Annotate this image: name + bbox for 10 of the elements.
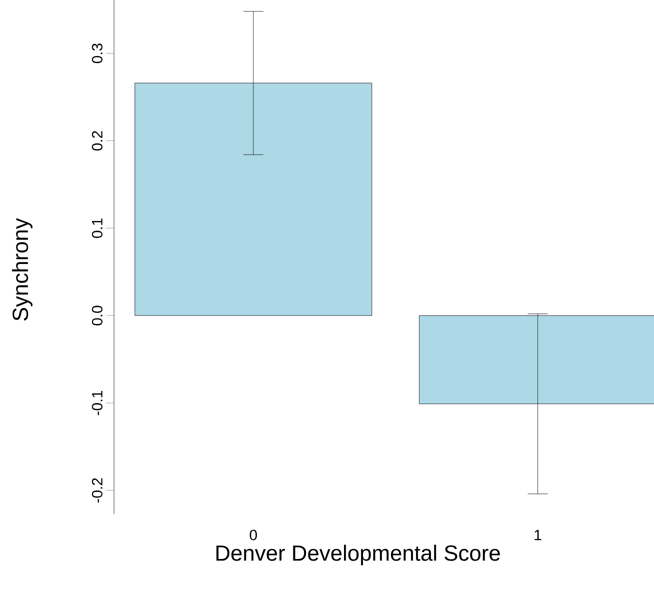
y-tick-label: 0.0 bbox=[92, 306, 102, 326]
y-axis-title: Synchrony bbox=[12, 218, 32, 321]
y-tick-label: 0.2 bbox=[92, 131, 102, 151]
x-tick-label: 1 bbox=[534, 530, 542, 540]
x-tick-label: 0 bbox=[250, 530, 257, 540]
y-tick-label: -0.2 bbox=[92, 478, 102, 503]
x-axis-title: Denver Developmental Score bbox=[216, 544, 500, 566]
y-tick-label: 0.3 bbox=[92, 44, 102, 64]
y-tick-label: 0.1 bbox=[92, 218, 102, 238]
y-tick-label: -0.1 bbox=[92, 390, 102, 416]
